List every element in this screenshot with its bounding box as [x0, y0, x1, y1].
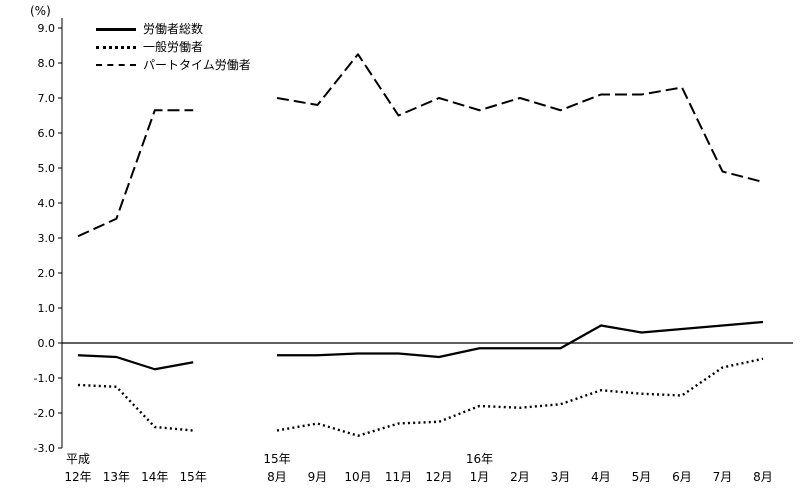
- legend: 労働者総数 一般労働者 パートタイム労働者: [96, 20, 251, 74]
- svg-text:15年: 15年: [180, 470, 207, 484]
- legend-item-parttime-workers: パートタイム労働者: [96, 56, 251, 74]
- svg-text:-1.0: -1.0: [34, 372, 55, 385]
- svg-text:-3.0: -3.0: [34, 442, 55, 455]
- legend-solid-line-icon: [96, 27, 136, 31]
- svg-text:9月: 9月: [308, 470, 328, 484]
- svg-text:2月: 2月: [510, 470, 530, 484]
- legend-label-total-workers: 労働者総数: [143, 22, 204, 36]
- svg-text:4月: 4月: [591, 470, 611, 484]
- svg-text:8.0: 8.0: [38, 57, 56, 70]
- svg-text:8月: 8月: [267, 470, 287, 484]
- svg-text:5.0: 5.0: [38, 162, 56, 175]
- svg-text:12年: 12年: [64, 470, 91, 484]
- svg-text:2.0: 2.0: [38, 267, 56, 280]
- svg-text:10月: 10月: [344, 470, 371, 484]
- legend-dotted-line-icon: [96, 45, 136, 49]
- svg-text:7月: 7月: [713, 470, 733, 484]
- y-axis-unit-label: (%): [30, 4, 51, 18]
- svg-text:1月: 1月: [470, 470, 490, 484]
- legend-label-parttime-workers: パートタイム労働者: [143, 58, 251, 72]
- svg-text:14年: 14年: [141, 470, 168, 484]
- svg-text:-2.0: -2.0: [34, 407, 55, 420]
- svg-text:0.0: 0.0: [38, 337, 56, 350]
- svg-text:15年: 15年: [263, 452, 290, 466]
- svg-text:平成: 平成: [66, 452, 90, 466]
- svg-text:6月: 6月: [672, 470, 692, 484]
- svg-text:6.0: 6.0: [38, 127, 56, 140]
- svg-text:3月: 3月: [551, 470, 571, 484]
- svg-text:8月: 8月: [753, 470, 773, 484]
- svg-text:7.0: 7.0: [38, 92, 56, 105]
- svg-text:12月: 12月: [425, 470, 452, 484]
- legend-label-general-workers: 一般労働者: [143, 40, 204, 54]
- legend-item-total-workers: 労働者総数: [96, 20, 251, 38]
- svg-text:16年: 16年: [466, 452, 493, 466]
- svg-text:13年: 13年: [103, 470, 130, 484]
- svg-text:11月: 11月: [385, 470, 412, 484]
- svg-text:4.0: 4.0: [38, 197, 56, 210]
- svg-text:5月: 5月: [632, 470, 652, 484]
- svg-text:9.0: 9.0: [38, 22, 56, 35]
- legend-dashed-line-icon: [96, 64, 136, 66]
- svg-text:3.0: 3.0: [38, 232, 56, 245]
- svg-text:1.0: 1.0: [38, 302, 56, 315]
- legend-item-general-workers: 一般労働者: [96, 38, 251, 56]
